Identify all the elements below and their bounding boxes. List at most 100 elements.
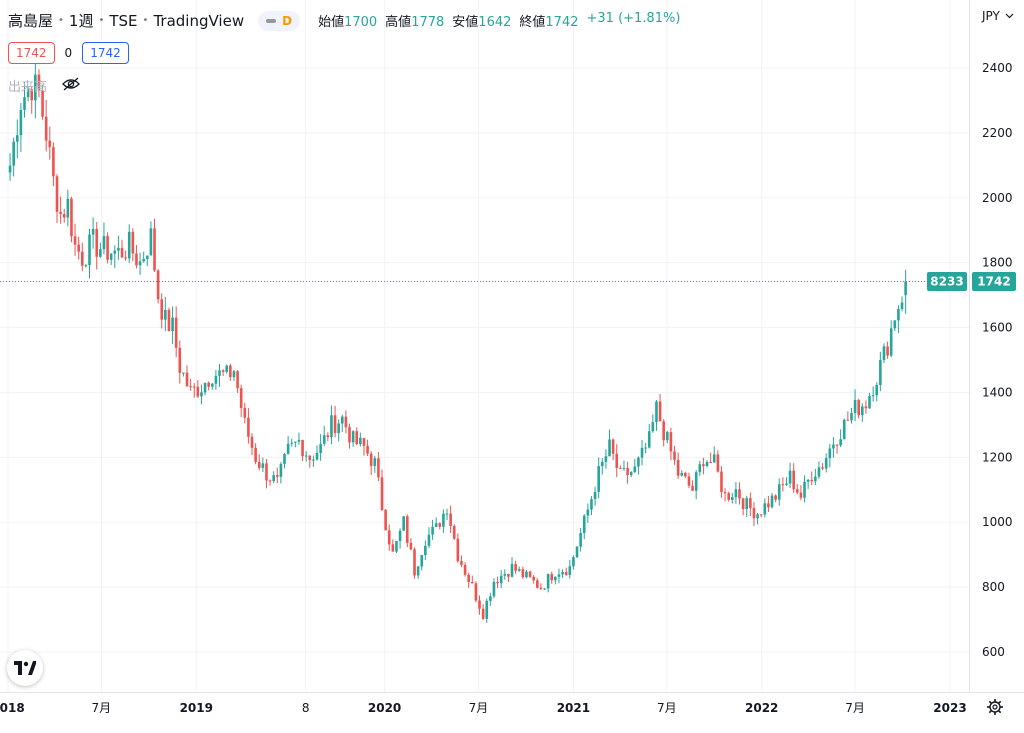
candle-body [875, 384, 879, 396]
candle-body [250, 436, 254, 448]
candle-body [897, 308, 900, 321]
candle-body [109, 253, 113, 260]
candle-body [59, 211, 62, 215]
candle-body [723, 492, 727, 494]
candle-body [301, 440, 304, 457]
candle-body [861, 406, 864, 416]
interval-label[interactable]: 1週 [68, 12, 94, 30]
candle-body [532, 576, 535, 581]
candle-body [405, 516, 409, 543]
separator-dot: • [98, 15, 105, 26]
candle-body [380, 477, 384, 511]
candle-body [391, 544, 395, 552]
candle-body [308, 455, 312, 461]
candle-body [189, 386, 192, 388]
candle-body [77, 244, 80, 252]
price-tick-label: 600 [982, 645, 1005, 659]
candle-body [842, 419, 846, 440]
candle-body [792, 470, 795, 490]
candle-body [611, 439, 615, 454]
sell-price-box[interactable]: 1742 [8, 42, 55, 64]
candle-body [113, 250, 117, 254]
candle-body [117, 247, 120, 251]
candle-body [167, 309, 171, 332]
time-axis: 2018 7月 2019 8 2020 7月 2021 7月 2022 7月 2023 [0, 701, 967, 715]
market-status-badge[interactable]: D [258, 10, 301, 31]
candle-body [503, 573, 507, 576]
candle-body [200, 392, 203, 397]
candle-body [698, 464, 702, 473]
candle-body [579, 533, 582, 547]
candle-body [131, 231, 135, 254]
candle-body [694, 472, 698, 491]
buy-price-box[interactable]: 1742 [82, 42, 129, 64]
candle-body [351, 431, 355, 443]
candle-body [824, 458, 828, 469]
candle-body [850, 412, 853, 421]
separator-dot: • [142, 15, 149, 26]
candle-body [102, 236, 106, 250]
candle-body [290, 442, 294, 444]
tradingview-logo-icon[interactable] [7, 650, 43, 686]
candle-body [539, 587, 543, 589]
close-item: 終値1742 [519, 15, 579, 30]
candle-body [174, 317, 178, 348]
candle-body [210, 383, 214, 387]
candle-body [568, 566, 572, 575]
symbol-name[interactable]: 高島屋 [8, 12, 54, 30]
separator-dot: • [58, 15, 64, 26]
candle-body [171, 317, 174, 332]
candle-body [348, 427, 351, 443]
candle-body [478, 600, 481, 609]
candle-body [236, 371, 239, 389]
candle-body [853, 399, 857, 413]
candle-body [629, 471, 633, 476]
candle-body [156, 270, 160, 300]
candle-body [460, 561, 463, 565]
candle-body [575, 546, 579, 558]
candle-body [590, 499, 593, 510]
candle-body [745, 498, 749, 510]
trade-controls: 1742 0 1742 [8, 42, 129, 64]
candle-body [550, 574, 554, 581]
candle-body [597, 466, 600, 492]
candle-body [622, 468, 626, 470]
candle-body [48, 140, 52, 148]
candlestick-series [8, 63, 907, 623]
candle-body [777, 484, 781, 500]
price-badge-label: 1742 [977, 274, 1010, 288]
settings-gear-icon[interactable] [987, 699, 1003, 715]
candle-body [752, 507, 756, 519]
candle-body [492, 581, 496, 597]
candle-body [427, 534, 431, 546]
candle-body [709, 462, 712, 464]
time-tick-label: 2021 [557, 701, 590, 715]
candle-body [243, 407, 247, 418]
candle-body [687, 476, 691, 486]
open-item: 始値1700 [318, 15, 378, 30]
eye-hidden-icon[interactable] [61, 77, 81, 95]
candle-body [127, 231, 131, 259]
candle-body [192, 386, 196, 388]
candle-body [261, 463, 265, 468]
time-tick-label: 7月 [657, 701, 677, 715]
currency-chevron-icon [1005, 13, 1014, 19]
candle-body [37, 74, 41, 91]
candle-body [673, 451, 676, 460]
candle-body [680, 472, 684, 476]
candle-body [864, 406, 868, 409]
time-tick-label: 2022 [745, 701, 778, 715]
candle-body [799, 492, 803, 498]
candle-body [474, 583, 478, 601]
candle-body [91, 229, 95, 235]
candle-body [279, 463, 283, 477]
low-item: 安値1642 [452, 15, 512, 30]
candle-body [496, 581, 499, 584]
candle-body [481, 608, 485, 619]
candle-body [593, 491, 597, 500]
candle-body [294, 441, 297, 443]
candle-body [759, 514, 763, 516]
candle-body [879, 360, 882, 385]
candle-body [62, 214, 66, 218]
